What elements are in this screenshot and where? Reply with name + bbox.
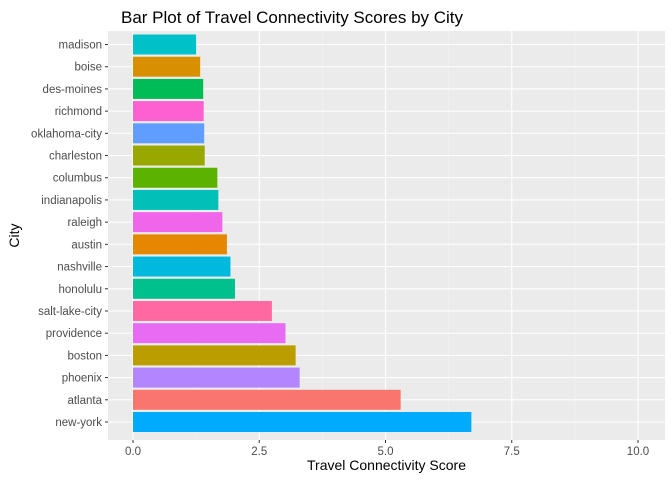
bar-des-moines	[133, 78, 204, 99]
x-tick-label: 10.0	[627, 446, 649, 458]
bars	[133, 34, 472, 432]
y-axis-title: City	[6, 223, 22, 247]
bar-boise	[133, 56, 201, 77]
y-tick-label: honolulu	[59, 284, 102, 296]
bar-madison	[133, 34, 197, 55]
y-tick-label: austin	[71, 239, 102, 251]
bar-honolulu	[133, 278, 236, 299]
y-tick-label: boise	[75, 62, 103, 74]
y-tick-label: salt-lake-city	[38, 306, 102, 318]
bar-raleigh	[133, 212, 223, 233]
y-tick-label: nashville	[57, 262, 102, 274]
bar-phoenix	[133, 367, 300, 388]
y-tick-label: raleigh	[67, 217, 102, 229]
bar-indianapolis	[133, 189, 219, 210]
x-axis: 0.0 2.5 5.0 7.5 10.0	[125, 440, 649, 458]
y-axis: new-york atlanta phoenix boston providence sa…	[31, 40, 108, 429]
bar-charleston	[133, 145, 205, 166]
bar-nashville	[133, 256, 231, 277]
chart-title: Bar Plot of Travel Connectivity Scores b…	[121, 8, 464, 27]
bar-richmond	[133, 101, 204, 122]
y-tick-label: boston	[67, 350, 102, 362]
bar-salt-lake-city	[133, 300, 272, 321]
y-tick-label: columbus	[53, 173, 102, 185]
y-tick-label: indianapolis	[41, 195, 102, 207]
bar-austin	[133, 234, 227, 255]
bar-columbus	[133, 167, 218, 188]
x-tick-label: 0.0	[125, 446, 141, 458]
bar-oklahoma-city	[133, 123, 205, 144]
y-tick-label: charleston	[49, 151, 102, 163]
y-tick-label: atlanta	[67, 395, 102, 407]
bar-providence	[133, 323, 286, 344]
bar-boston	[133, 345, 296, 366]
bar-new-york	[133, 412, 472, 432]
x-tick-label: 2.5	[251, 446, 267, 458]
y-tick-label: oklahoma-city	[31, 128, 102, 140]
y-tick-label: des-moines	[43, 84, 103, 96]
bar-atlanta	[133, 389, 401, 410]
x-tick-label: 5.0	[378, 446, 394, 458]
y-tick-label: new-york	[55, 417, 102, 429]
y-tick-label: phoenix	[62, 373, 103, 385]
y-tick-label: madison	[59, 40, 102, 52]
y-tick-label: providence	[46, 328, 102, 340]
x-axis-title: Travel Connectivity Score	[307, 457, 466, 473]
y-tick-label: richmond	[55, 106, 102, 118]
x-tick-label: 7.5	[504, 446, 520, 458]
